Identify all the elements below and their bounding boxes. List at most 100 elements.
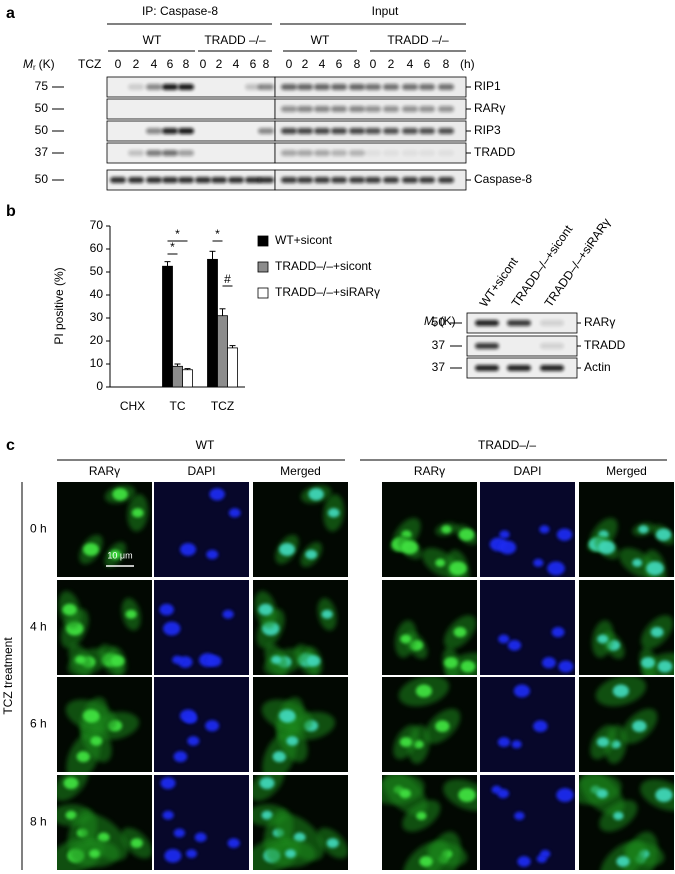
timepoint: 0	[200, 57, 207, 71]
band	[349, 128, 365, 134]
bar	[162, 265, 173, 388]
nucleus	[547, 561, 565, 576]
band	[258, 177, 274, 183]
channel-label: DAPI	[513, 464, 541, 478]
band	[402, 106, 418, 112]
nucleus	[551, 627, 565, 638]
ip-header: IP: Caspase-8	[142, 4, 218, 18]
scale-bar-label: 10 μm	[107, 550, 132, 560]
nucleus	[286, 736, 299, 746]
band	[419, 150, 435, 156]
legend-label: WT+sicont	[275, 233, 333, 247]
nucleus	[499, 540, 517, 555]
treatment-label: TCZ	[78, 57, 101, 71]
nucleus	[82, 709, 100, 723]
nucleus	[306, 655, 321, 667]
band	[419, 177, 435, 183]
protein-label: Actin	[584, 360, 611, 374]
mr-unit: (K)	[39, 57, 55, 71]
band	[314, 177, 330, 183]
input-header: Input	[372, 4, 399, 18]
band	[438, 84, 454, 90]
mr-subscript: r	[434, 320, 437, 329]
micrograph	[480, 580, 575, 675]
nucleus	[65, 810, 77, 820]
nucleus	[172, 655, 183, 664]
band	[365, 177, 381, 183]
mr-symbol: M	[23, 57, 33, 71]
nucleus	[646, 561, 664, 576]
x-tick-label: TCZ	[211, 399, 234, 413]
nucleus	[305, 549, 318, 560]
band	[365, 106, 381, 112]
nucleus	[187, 736, 200, 746]
nucleus	[632, 720, 647, 733]
band	[281, 177, 297, 183]
nucleus	[400, 634, 412, 644]
micrograph	[382, 775, 477, 870]
nucleus	[261, 810, 273, 820]
band	[365, 150, 381, 156]
mr-symbol: M	[424, 314, 434, 328]
timepoint: 8	[183, 57, 190, 71]
nucleus	[164, 848, 182, 863]
timepoint: 4	[151, 57, 158, 71]
timepoint: 4	[319, 57, 326, 71]
band	[297, 128, 313, 134]
timepoint: 2	[302, 57, 309, 71]
nucleus	[597, 634, 609, 644]
nucleus	[272, 751, 287, 763]
micrograph	[480, 482, 575, 577]
group-label: WT	[143, 33, 162, 47]
band	[540, 365, 564, 371]
nucleus	[227, 838, 240, 849]
significance-mark: #	[224, 272, 231, 286]
band	[297, 106, 313, 112]
band	[245, 84, 261, 90]
band	[281, 106, 297, 112]
nucleus	[453, 627, 467, 638]
nucleus	[162, 810, 174, 820]
mw-marker: 50	[432, 315, 446, 329]
y-tick-label: 20	[90, 333, 104, 347]
nucleus	[278, 709, 296, 723]
nucleus	[458, 528, 475, 541]
nucleus	[327, 508, 340, 518]
band	[402, 150, 418, 156]
band	[383, 150, 399, 156]
timepoint: 8	[263, 57, 270, 71]
band	[402, 128, 418, 134]
band	[383, 177, 399, 183]
protein-label: RARγ	[474, 101, 505, 115]
nucleus	[75, 655, 86, 664]
micrograph	[480, 775, 575, 870]
micrograph-bg	[154, 482, 249, 577]
panel-label: a	[6, 5, 15, 22]
nucleus	[308, 488, 324, 501]
y-tick-label: 50	[90, 264, 104, 278]
micrograph	[382, 580, 477, 675]
band	[383, 84, 399, 90]
micrograph	[579, 775, 674, 870]
nucleus	[186, 849, 198, 859]
nucleus	[112, 488, 128, 501]
nucleus	[497, 788, 509, 799]
legend-swatch	[257, 261, 269, 273]
timepoint-label: 4 h	[30, 620, 47, 634]
nucleus	[596, 737, 610, 748]
mw-marker: 50	[35, 101, 49, 115]
nucleus	[110, 655, 125, 667]
nucleus	[419, 856, 433, 867]
nucleus	[173, 828, 185, 838]
timepoint: 0	[370, 57, 377, 71]
bar	[217, 315, 228, 388]
nucleus	[206, 549, 219, 560]
nucleus	[441, 525, 452, 534]
mw-marker: 50	[35, 123, 49, 137]
band	[178, 177, 194, 183]
genotype-label: WT	[196, 438, 215, 452]
y-tick-label: 0	[96, 379, 103, 393]
nucleus	[125, 609, 137, 619]
y-tick-label: 10	[90, 356, 104, 370]
band	[331, 84, 347, 90]
